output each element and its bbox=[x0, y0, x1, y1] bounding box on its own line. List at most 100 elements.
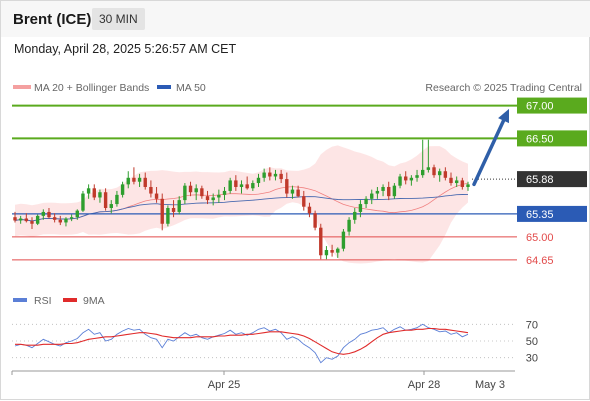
candle-body bbox=[98, 192, 102, 198]
candle-body bbox=[409, 177, 414, 181]
chart-datetime: Monday, April 28, 2025 5:26:57 AM CET bbox=[14, 42, 237, 56]
copyright-text: Research © 2025 Trading Central bbox=[425, 82, 582, 94]
candle-body bbox=[120, 184, 125, 195]
candle-body bbox=[183, 185, 187, 201]
last-price-tag bbox=[517, 171, 587, 188]
candle-body bbox=[30, 221, 34, 224]
candle-body bbox=[449, 177, 453, 184]
candle-body bbox=[64, 218, 68, 223]
rsi-panel: 70 50 30 bbox=[12, 319, 538, 365]
candle-body bbox=[375, 190, 380, 194]
rsi-ma-legend-label: 9MA bbox=[83, 295, 105, 307]
candle-body bbox=[466, 184, 470, 187]
bollinger-legend-swatch bbox=[13, 85, 31, 89]
resistance-tag bbox=[517, 97, 587, 114]
rsi-ma-legend-swatch bbox=[63, 298, 77, 302]
candle-body bbox=[404, 176, 408, 181]
candle-body bbox=[35, 215, 40, 224]
rsi-legend-label: RSI bbox=[34, 295, 52, 307]
candle-body bbox=[443, 171, 448, 178]
candle-body bbox=[353, 211, 357, 220]
x-tick-label: May 3 bbox=[475, 379, 505, 391]
candle-body bbox=[143, 177, 147, 187]
candle-body bbox=[307, 206, 312, 214]
candle-body bbox=[302, 196, 306, 207]
candle-body bbox=[234, 180, 238, 187]
lower-support-label: 65.00 bbox=[526, 232, 554, 244]
chart-header: Brent (ICE) 30 MIN bbox=[1, 1, 590, 37]
x-tick-label: Apr 25 bbox=[208, 379, 240, 391]
candle-body bbox=[24, 218, 29, 222]
candle-body bbox=[319, 227, 323, 256]
rsi-ma-line bbox=[15, 327, 469, 355]
candle-body bbox=[370, 193, 374, 199]
candle-body bbox=[149, 186, 153, 194]
candle-body bbox=[126, 177, 130, 185]
timeframe-button[interactable]: 30 MIN bbox=[92, 8, 145, 30]
rsi-line bbox=[14, 323, 469, 364]
candle-body bbox=[285, 179, 289, 194]
candle-body bbox=[109, 204, 113, 208]
candle-body bbox=[58, 219, 62, 223]
candle-body bbox=[228, 180, 232, 191]
candle-body bbox=[188, 185, 193, 193]
rsi-tick-label: 30 bbox=[526, 353, 538, 365]
candle-body bbox=[205, 196, 210, 201]
forecast-arrow bbox=[472, 118, 506, 187]
candle-body bbox=[103, 192, 108, 208]
candle-body bbox=[454, 180, 459, 184]
candle-body bbox=[222, 190, 227, 195]
support-tag-label: 65.35 bbox=[526, 209, 554, 221]
candle-body bbox=[324, 250, 329, 256]
bollinger-legend-label: MA 20 + Bollinger Bands bbox=[34, 82, 149, 94]
candle-body bbox=[415, 175, 419, 178]
candle-body bbox=[296, 189, 300, 197]
candle-body bbox=[256, 177, 261, 184]
candle-body bbox=[245, 184, 249, 189]
candle-body bbox=[171, 207, 176, 212]
candle-body bbox=[160, 198, 164, 224]
candle-body bbox=[392, 185, 397, 197]
bollinger-band bbox=[15, 145, 468, 264]
candle-body bbox=[330, 250, 334, 253]
candle-body bbox=[200, 188, 204, 197]
candle-body bbox=[47, 211, 51, 218]
candle-body bbox=[268, 172, 272, 177]
forecast-arrow-head bbox=[498, 108, 509, 124]
candle-body bbox=[166, 207, 170, 224]
candle-body bbox=[421, 169, 425, 176]
candle-body bbox=[137, 177, 142, 182]
candle-body bbox=[115, 194, 119, 205]
candle-body bbox=[437, 171, 442, 176]
candle-body bbox=[18, 218, 23, 221]
ma50-legend-swatch bbox=[157, 85, 171, 89]
candle-body bbox=[432, 167, 436, 176]
candle-body bbox=[86, 188, 91, 194]
candle-body bbox=[358, 204, 363, 212]
candle-body bbox=[262, 172, 266, 178]
candle-body bbox=[132, 177, 136, 182]
candle-body bbox=[13, 217, 17, 221]
candle-body bbox=[313, 213, 317, 228]
rsi-legend-swatch bbox=[13, 298, 27, 302]
candle-body bbox=[81, 193, 85, 211]
candle-body bbox=[426, 167, 431, 170]
candle-body bbox=[347, 219, 351, 232]
candle-body bbox=[398, 176, 402, 186]
candle-body bbox=[239, 184, 244, 187]
candle-body bbox=[364, 198, 368, 205]
candle-body bbox=[41, 211, 46, 216]
candle-body bbox=[381, 186, 385, 191]
x-axis: Apr 25 Apr 28 May 3 bbox=[11, 371, 505, 391]
candle-body bbox=[217, 194, 221, 198]
candle-body bbox=[194, 188, 198, 193]
candle-body bbox=[177, 200, 181, 212]
rsi-tick-label: 70 bbox=[526, 319, 538, 331]
candle-body bbox=[387, 186, 391, 197]
candle-body bbox=[92, 188, 96, 198]
candle-body bbox=[52, 217, 57, 220]
candle-body bbox=[211, 197, 215, 201]
candle-body bbox=[336, 248, 340, 253]
candle-body bbox=[273, 173, 278, 177]
